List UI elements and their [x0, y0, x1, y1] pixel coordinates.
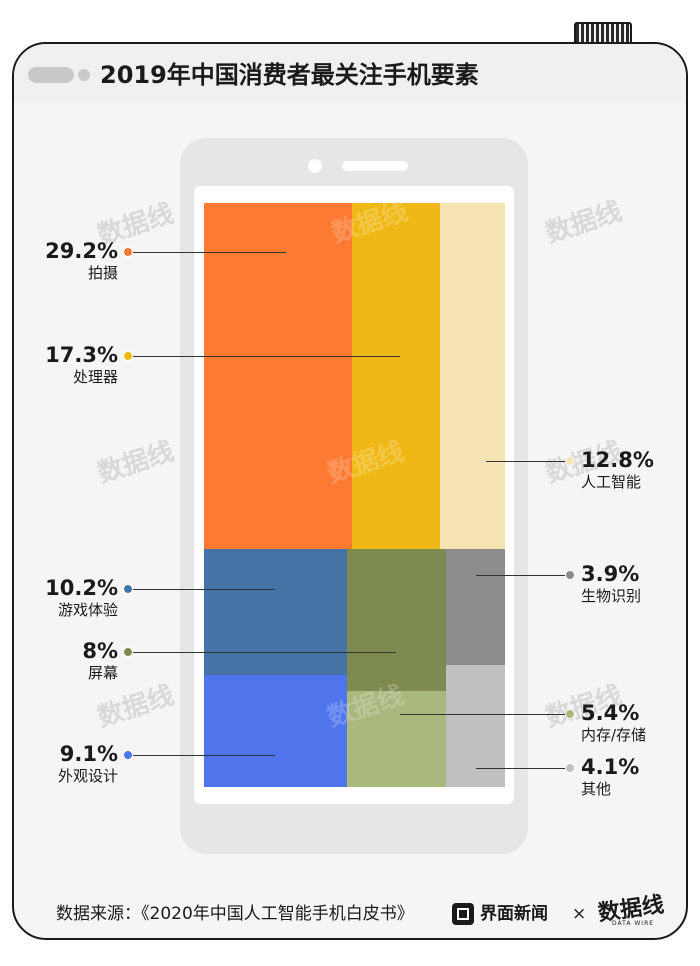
legend-dot	[565, 456, 575, 466]
treemap-block	[352, 203, 441, 550]
treemap-block	[204, 674, 347, 787]
treemap-block	[445, 665, 505, 787]
leader-line	[128, 652, 396, 653]
brand-datawire-sub: DATA WIRE	[612, 920, 655, 927]
category-label: 生物识别	[581, 587, 642, 605]
leader-line	[128, 356, 400, 357]
leader-line	[128, 252, 286, 253]
leader-line	[476, 768, 570, 769]
phone-speaker	[342, 161, 408, 171]
category-label: 处理器	[72, 368, 118, 386]
value-label: 10.2%	[45, 576, 118, 600]
chart-title: 2019年中国消费者最关注手机要素	[100, 61, 479, 89]
treemap-block	[204, 203, 353, 550]
data-source-note: 数据来源：《2020年中国人工智能手机白皮书》	[56, 904, 414, 924]
phone-camera	[308, 159, 322, 173]
category-label: 屏幕	[87, 664, 118, 682]
legend-dot	[123, 351, 133, 361]
category-label: 人工智能	[581, 473, 642, 491]
treemap-block	[346, 549, 446, 692]
jiemian-logo-icon	[452, 903, 474, 925]
value-label: 3.9%	[581, 562, 640, 586]
category-label: 外观设计	[57, 767, 118, 785]
value-label: 9.1%	[59, 742, 118, 766]
treemap-block	[204, 549, 347, 675]
legend-dot	[565, 570, 575, 580]
brand-jiemian: 界面新闻	[480, 904, 548, 924]
header-band	[14, 44, 686, 102]
legend-dot	[123, 584, 133, 594]
leader-line	[128, 589, 275, 590]
legend-dot	[565, 763, 575, 773]
value-label: 17.3%	[45, 343, 118, 367]
category-label: 其他	[581, 780, 612, 798]
header-pill-decoration	[28, 67, 74, 83]
value-label: 29.2%	[45, 239, 118, 263]
brand-separator: ×	[572, 904, 587, 924]
value-label: 5.4%	[581, 701, 640, 725]
leader-line	[476, 575, 570, 576]
value-label: 12.8%	[581, 448, 654, 472]
legend-dot	[123, 647, 133, 657]
treemap-block	[440, 203, 505, 550]
leader-line	[128, 755, 275, 756]
category-label: 游戏体验	[57, 601, 118, 619]
category-label: 内存/存储	[581, 726, 647, 744]
legend-dot	[123, 750, 133, 760]
header-dot-decoration	[78, 69, 90, 81]
legend-dot	[565, 709, 575, 719]
treemap-block	[346, 691, 446, 787]
leader-line	[486, 461, 570, 462]
value-label: 4.1%	[581, 755, 640, 779]
leader-line	[400, 714, 570, 715]
category-label: 拍摄	[87, 264, 118, 282]
value-label: 8%	[82, 639, 118, 663]
treemap-block	[445, 549, 505, 666]
legend-dot	[123, 247, 133, 257]
